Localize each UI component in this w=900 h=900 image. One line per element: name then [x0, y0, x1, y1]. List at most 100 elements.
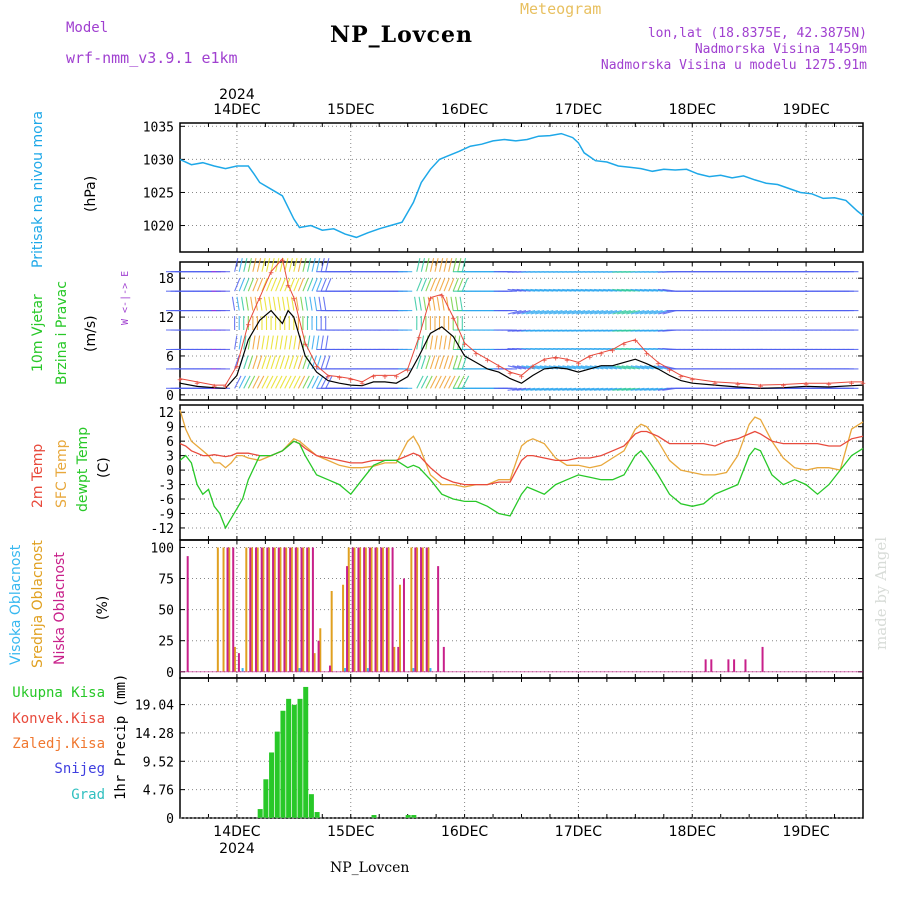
precip-legend-item: Snijeg — [54, 761, 105, 777]
wind-arrow — [234, 257, 239, 272]
wind-arrow — [288, 355, 295, 370]
wind-arrow — [241, 296, 245, 311]
wind-arrow — [594, 288, 609, 292]
wind-arrow — [630, 310, 645, 315]
wind-arrow — [277, 296, 281, 311]
wind-gust-point: + — [485, 356, 491, 366]
wind-compass: W <-|-> E — [120, 271, 131, 325]
wind-gust-point: + — [781, 381, 787, 391]
wind-arrow — [443, 355, 449, 370]
clouds-ytick-label: 0 — [166, 666, 174, 681]
wind-ytick-label: 6 — [166, 350, 174, 365]
wind-gust-point: + — [610, 346, 616, 356]
wind-gust-point: + — [428, 295, 434, 305]
wind-arrow — [648, 310, 663, 315]
wind-gust-point: + — [382, 372, 388, 382]
wind-arrow — [585, 310, 600, 315]
wind-arrow — [320, 375, 328, 389]
wind-arrow — [621, 288, 636, 292]
wind-arrow — [434, 277, 441, 292]
wind-gust-point: + — [690, 376, 696, 386]
wind-arrow — [425, 277, 432, 292]
cloud-ylabel-low: Niska Oblacnost — [52, 552, 68, 665]
wind-arrow — [243, 355, 249, 370]
wind-arrow — [612, 365, 627, 370]
wind-arrow — [625, 387, 640, 391]
wind-arrow — [416, 355, 422, 370]
wind-arrow — [457, 277, 464, 292]
wind-arrow — [234, 277, 241, 292]
wind-arrow — [461, 257, 467, 272]
wind-arrow — [306, 257, 312, 272]
wind-gust-point: + — [280, 256, 286, 266]
wind-gust-point: + — [678, 372, 684, 382]
clouds-ytick-label: 100 — [151, 541, 174, 556]
wind-arrow — [284, 355, 290, 370]
wind-arrow — [644, 310, 659, 315]
wind-arrow — [575, 288, 590, 292]
temperature-ytick-label: 0 — [166, 464, 174, 479]
wind-arrow — [320, 257, 325, 272]
wind-arrow — [293, 335, 297, 350]
wind-arrow — [420, 355, 427, 370]
bottom-date-label: 15DEC — [327, 824, 374, 840]
temp2m-line — [179, 430, 864, 486]
wind-arrow — [247, 375, 256, 389]
bottom-date-label: 16DEC — [441, 824, 488, 840]
wind-arrow — [443, 257, 448, 272]
wind-unit: (m/s) — [83, 315, 99, 352]
wind-arrow — [562, 288, 577, 292]
wind-arrow — [420, 277, 428, 292]
wind-arrow — [306, 277, 314, 292]
wind-arrow — [507, 365, 522, 370]
wind-arrow — [307, 375, 315, 389]
wind-arrow — [571, 310, 586, 315]
meteogram-label: Meteogram — [520, 0, 602, 18]
temperature-ytick-label: 12 — [158, 406, 174, 421]
wind-arrow — [530, 288, 545, 292]
wind-arrow — [265, 335, 270, 350]
wind-gust-point: + — [211, 382, 217, 392]
wind-arrow — [653, 288, 668, 292]
wind-arrow — [270, 375, 278, 389]
wind-gust-point: + — [667, 366, 673, 376]
wind-arrow — [612, 288, 627, 292]
wind-arrow — [420, 335, 425, 350]
wind-arrow — [448, 355, 454, 370]
wind-arrow — [521, 365, 536, 370]
wind-arrow — [521, 310, 536, 315]
wind-arrow — [548, 387, 563, 391]
wind-arrow — [256, 375, 265, 389]
wind-arrow — [525, 387, 540, 391]
wind-arrow — [284, 277, 291, 292]
pressure-line — [179, 132, 864, 239]
wind-arrow — [302, 375, 310, 389]
wind-gust-point: + — [712, 379, 718, 389]
wind-gust-point: + — [371, 372, 377, 382]
wind-arrow — [295, 296, 299, 311]
wind-arrow — [270, 355, 276, 370]
wind-arrow — [648, 288, 663, 292]
wind-gust-point: + — [177, 376, 183, 386]
wind-arrow — [557, 365, 572, 370]
wind-arrow — [452, 375, 461, 389]
wind-arrow — [448, 257, 453, 272]
wind-arrow — [270, 277, 277, 292]
top-year-label: 2024 — [219, 87, 255, 103]
wind-arrow — [320, 335, 324, 350]
wind-arrow — [288, 375, 297, 389]
wind-arrow — [270, 335, 274, 350]
precip-legend-item: Ukupna Kisa — [12, 685, 105, 701]
wind-gust-point: + — [587, 353, 593, 363]
wind-arrow — [516, 387, 531, 391]
wind-arrow — [279, 355, 286, 370]
wind-arrow — [434, 375, 442, 389]
wind-arrow — [566, 387, 581, 391]
wind-arrow — [448, 277, 455, 292]
wind-arrow — [427, 296, 431, 311]
wind-arrow — [311, 277, 318, 292]
wind-arrow — [616, 387, 631, 391]
pressure-unit: (hPa) — [83, 176, 99, 212]
wind-arrow — [607, 365, 622, 370]
